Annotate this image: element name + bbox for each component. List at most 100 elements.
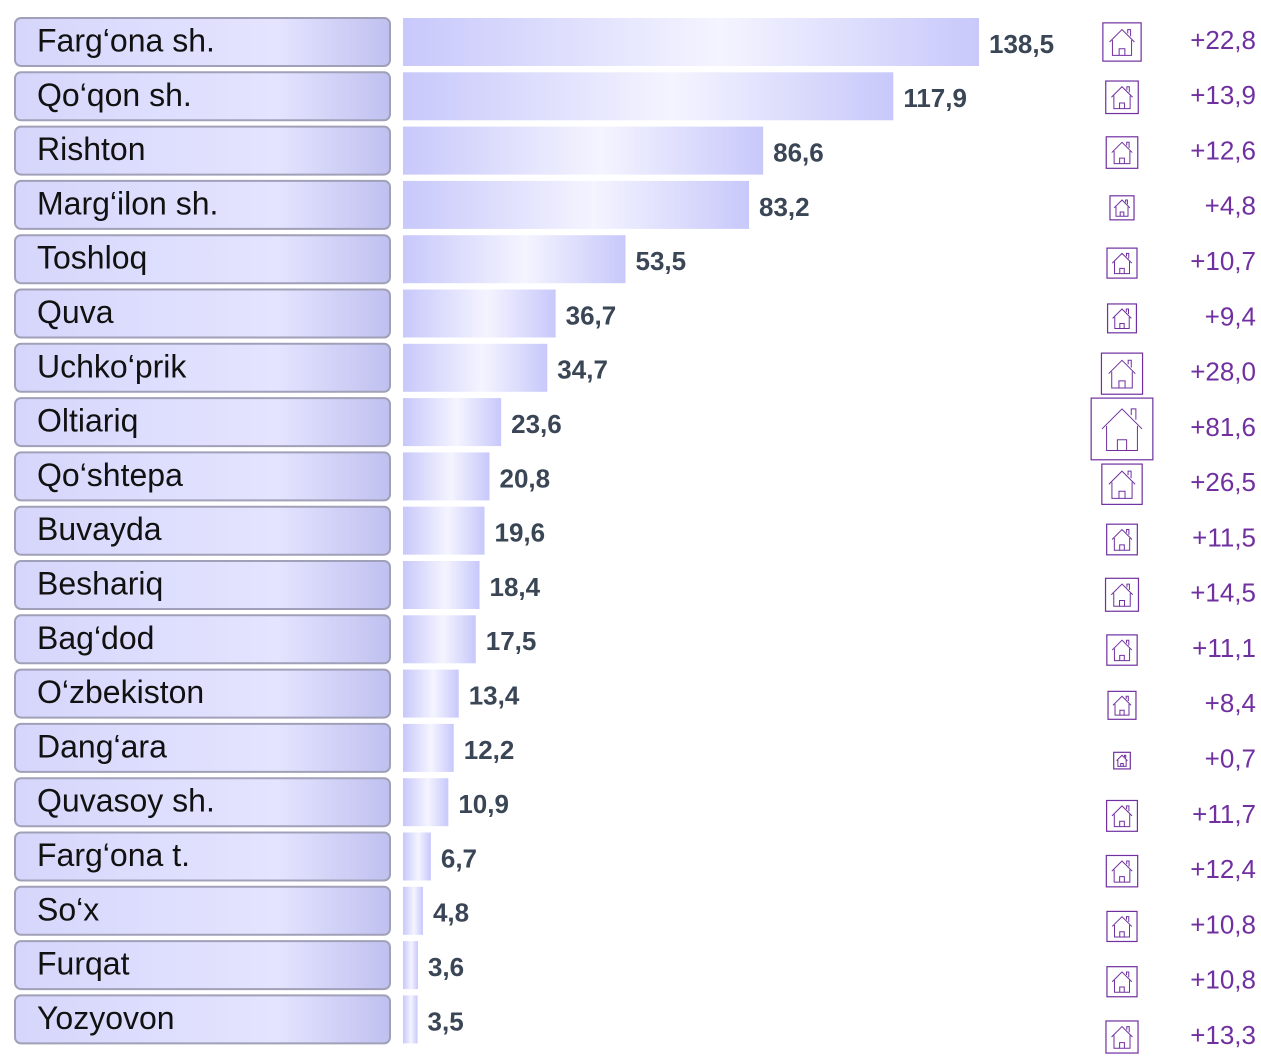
category-label: O‘zbekiston — [37, 674, 204, 710]
value-label: 83,2 — [759, 192, 810, 222]
value-label: 138,5 — [989, 29, 1054, 59]
bar — [403, 235, 626, 284]
growth-icon — [1104, 577, 1140, 612]
growth-label: +81,6 — [1190, 412, 1256, 442]
category-label: Yozyovon — [37, 1000, 175, 1036]
value-label: 19,6 — [495, 518, 546, 548]
growth-icon — [1101, 463, 1143, 505]
label-box — [14, 125, 391, 176]
value-label: 17,5 — [486, 626, 537, 656]
value-label: 36,7 — [566, 300, 617, 330]
house — [1108, 359, 1136, 389]
bar — [403, 615, 476, 664]
house — [1110, 583, 1134, 607]
growth-icon — [1106, 966, 1138, 998]
value-label: 13,4 — [469, 680, 520, 710]
bar — [403, 778, 449, 827]
category-label: So‘x — [37, 891, 99, 927]
growth-icon — [1105, 80, 1139, 115]
growth-icon — [1102, 22, 1142, 62]
growth-icon — [1100, 352, 1144, 395]
category-label: Farg‘ona t. — [37, 837, 190, 873]
category-label: Marg‘ilon sh. — [37, 185, 218, 221]
house — [1112, 695, 1132, 716]
label-box — [14, 17, 391, 67]
house — [1101, 408, 1143, 452]
label-box — [14, 234, 391, 285]
value-label: 86,6 — [773, 137, 824, 167]
icon-frame — [1106, 966, 1138, 998]
category-label: Farg‘ona sh. — [37, 22, 215, 58]
category-label: Qo‘qon sh. — [37, 77, 192, 113]
value-label: 4,8 — [433, 898, 469, 928]
growth-label: +22,8 — [1190, 25, 1256, 55]
growth-label: +13,9 — [1190, 80, 1256, 110]
growth-icon — [1090, 397, 1154, 461]
growth-label: +12,4 — [1190, 854, 1256, 884]
label-box — [14, 940, 391, 991]
bar — [403, 289, 556, 338]
category-label: Beshariq — [37, 565, 163, 601]
growth-label: +9,4 — [1205, 301, 1256, 331]
growth-label: +12,6 — [1190, 135, 1256, 165]
label-box — [14, 397, 391, 448]
bar — [403, 506, 485, 555]
bar — [403, 941, 418, 990]
bar — [403, 452, 490, 501]
label-box — [14, 614, 391, 665]
label-box — [14, 71, 391, 122]
label-box — [14, 668, 391, 719]
growth-icon — [1105, 799, 1139, 832]
bar — [403, 995, 418, 1044]
growth-icon — [1106, 303, 1138, 334]
growth-icon — [1106, 247, 1138, 279]
house — [1111, 141, 1133, 165]
house — [1111, 86, 1133, 110]
label-box — [14, 342, 391, 393]
house — [1111, 915, 1133, 938]
bar — [403, 669, 459, 718]
bar — [403, 832, 431, 881]
category-label: Toshloq — [37, 240, 147, 276]
category-label: Furqat — [37, 946, 130, 982]
house — [1111, 1025, 1133, 1049]
value-label: 18,4 — [490, 572, 541, 602]
house — [1111, 252, 1133, 275]
value-label: 12,2 — [464, 735, 515, 765]
growth-icon — [1113, 751, 1131, 770]
label-box — [14, 505, 391, 556]
growth-icon — [1105, 1020, 1139, 1054]
bar — [403, 561, 480, 609]
value-label: 53,5 — [635, 246, 686, 276]
bar — [403, 18, 979, 66]
value-label: 10,9 — [458, 789, 509, 819]
category-label: Quvasoy sh. — [37, 783, 215, 819]
value-label: 3,5 — [428, 1006, 464, 1036]
label-box — [14, 288, 391, 339]
value-label: 6,7 — [441, 843, 477, 873]
growth-icon — [1106, 634, 1138, 666]
category-label: Uchko‘prik — [37, 348, 187, 384]
value-label: 34,7 — [557, 355, 608, 385]
growth-label: +14,5 — [1190, 578, 1256, 608]
bar — [403, 886, 423, 935]
house — [1116, 754, 1128, 767]
value-label: 20,8 — [500, 463, 551, 493]
category-label: Bag‘dod — [37, 620, 154, 656]
growth-icon — [1105, 854, 1139, 888]
category-label: Qo‘shtepa — [37, 457, 183, 493]
value-label: 117,9 — [903, 83, 967, 113]
growth-icon — [1106, 910, 1138, 943]
house — [1109, 28, 1135, 56]
bar — [403, 126, 764, 175]
value-label: 23,6 — [511, 409, 562, 439]
label-box — [14, 885, 391, 936]
house — [1111, 971, 1133, 993]
house — [1111, 528, 1133, 551]
label-box — [14, 560, 391, 610]
house — [1111, 860, 1133, 883]
label-box — [14, 451, 391, 502]
bar — [403, 343, 548, 392]
label-box — [14, 777, 391, 828]
label-box — [14, 831, 391, 882]
